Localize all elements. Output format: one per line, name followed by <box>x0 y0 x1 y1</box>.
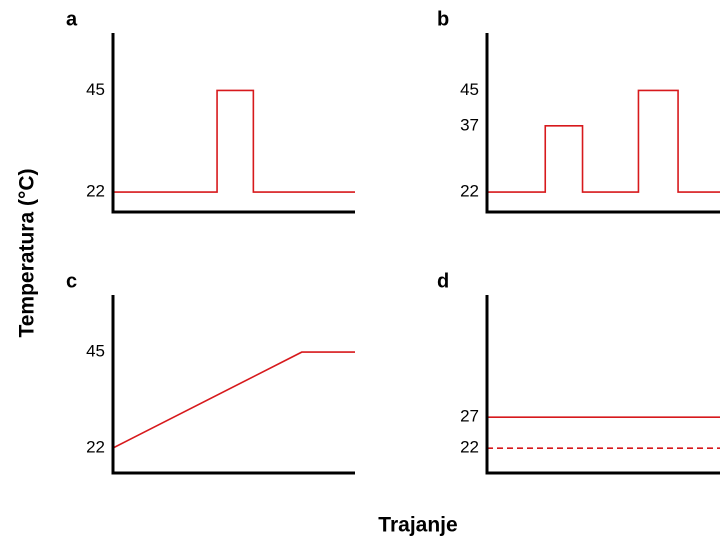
y-tick-label: 22 <box>86 437 105 456</box>
y-tick-label: 45 <box>460 80 479 99</box>
axis-line <box>485 295 720 475</box>
panel-label: a <box>66 8 78 30</box>
y-tick-label: 27 <box>460 407 479 426</box>
panel-label: c <box>66 270 77 292</box>
y-axis-label: Temperatura (°C) <box>16 168 39 337</box>
data-line <box>487 89 720 193</box>
x-axis-label: Trajanje <box>378 514 457 537</box>
panel-label: d <box>437 270 449 292</box>
y-tick-label: 22 <box>460 438 479 457</box>
y-tick-label: 45 <box>86 80 105 99</box>
y-tick-label: 37 <box>460 115 479 134</box>
axis-line <box>485 33 720 214</box>
axis-line <box>111 295 355 475</box>
y-tick-label: 45 <box>86 342 105 361</box>
y-tick-label: 22 <box>460 182 479 201</box>
panel-label: b <box>437 8 449 30</box>
data-line <box>112 351 355 449</box>
y-tick-label: 22 <box>86 182 105 201</box>
data-line <box>113 89 355 193</box>
axis-line <box>111 33 355 214</box>
